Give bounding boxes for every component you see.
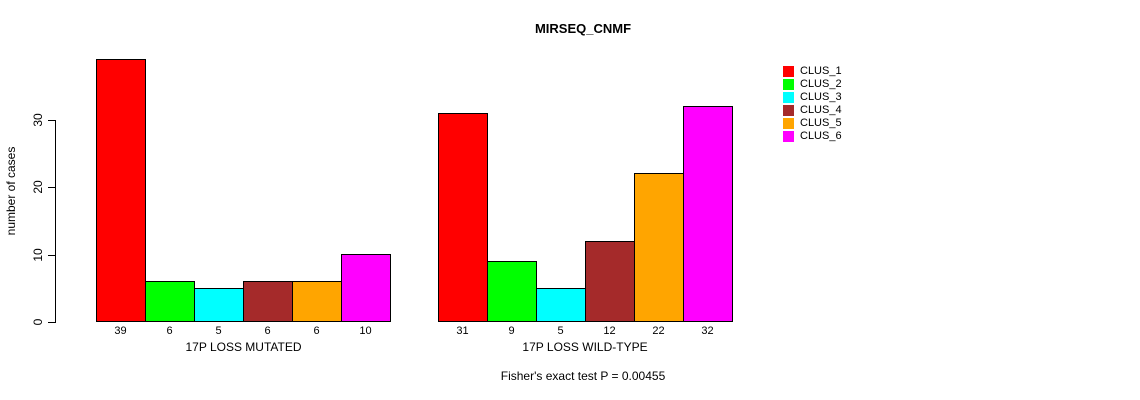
y-axis-tick bbox=[48, 120, 55, 121]
legend-label-clus_2: CLUS_2 bbox=[800, 78, 842, 90]
bar-clus_5-group1 bbox=[634, 173, 684, 322]
bar-value-label: 22 bbox=[652, 325, 665, 337]
bar-clus_1-group1 bbox=[438, 113, 488, 322]
y-axis-tick bbox=[48, 255, 55, 256]
legend-label-clus_3: CLUS_3 bbox=[800, 91, 842, 103]
bar-clus_6-group0 bbox=[341, 254, 391, 322]
footnote-fisher-test: Fisher's exact test P = 0.00455 bbox=[500, 369, 666, 383]
y-axis-tick-label: 20 bbox=[31, 180, 45, 194]
bar-clus_4-group1 bbox=[585, 241, 635, 322]
bar-clus_2-group0 bbox=[145, 281, 195, 322]
y-axis-tick-label: 10 bbox=[31, 248, 45, 262]
bar-clus_5-group0 bbox=[292, 281, 342, 322]
bar-clus_3-group1 bbox=[536, 288, 586, 322]
bar-value-label: 10 bbox=[359, 325, 372, 337]
chart-title: MIRSEQ_CNMF bbox=[534, 21, 632, 36]
bar-value-label: 5 bbox=[557, 325, 564, 337]
legend-swatch-clus_1 bbox=[783, 66, 794, 77]
bar-clus_2-group1 bbox=[487, 261, 537, 322]
bar-clus_6-group1 bbox=[683, 106, 733, 322]
bar-clus_3-group0 bbox=[194, 288, 244, 322]
bar-value-label: 39 bbox=[114, 325, 127, 337]
bar-value-label: 31 bbox=[456, 325, 469, 337]
bar-clus_1-group0 bbox=[96, 59, 146, 322]
legend-swatch-clus_5 bbox=[783, 118, 794, 129]
y-axis-tick bbox=[48, 187, 55, 188]
y-axis-label: number of cases bbox=[4, 146, 18, 236]
bar-value-label: 9 bbox=[508, 325, 515, 337]
y-axis-tick-label: 0 bbox=[31, 318, 45, 326]
bar-value-label: 32 bbox=[701, 325, 714, 337]
legend-label-clus_5: CLUS_5 bbox=[800, 117, 842, 129]
x-axis-group-label-wild-type: 17P LOSS WILD-TYPE bbox=[522, 340, 648, 354]
legend-label-clus_1: CLUS_1 bbox=[800, 65, 842, 77]
bar-value-label: 6 bbox=[264, 325, 271, 337]
y-axis-tick-label: 30 bbox=[31, 113, 45, 127]
legend-swatch-clus_6 bbox=[783, 131, 794, 142]
bar-clus_4-group0 bbox=[243, 281, 293, 322]
legend-label-clus_4: CLUS_4 bbox=[800, 104, 842, 116]
x-axis-group-label-mutated: 17P LOSS MUTATED bbox=[185, 340, 302, 354]
y-axis-line bbox=[55, 120, 56, 323]
bar-value-label: 6 bbox=[313, 325, 320, 337]
bar-value-label: 6 bbox=[166, 325, 173, 337]
bar-value-label: 5 bbox=[215, 325, 222, 337]
legend-swatch-clus_2 bbox=[783, 79, 794, 90]
bar-value-label: 12 bbox=[603, 325, 616, 337]
y-axis-tick bbox=[48, 322, 55, 323]
legend-label-clus_6: CLUS_6 bbox=[800, 130, 842, 142]
legend-swatch-clus_4 bbox=[783, 105, 794, 116]
legend-swatch-clus_3 bbox=[783, 92, 794, 103]
